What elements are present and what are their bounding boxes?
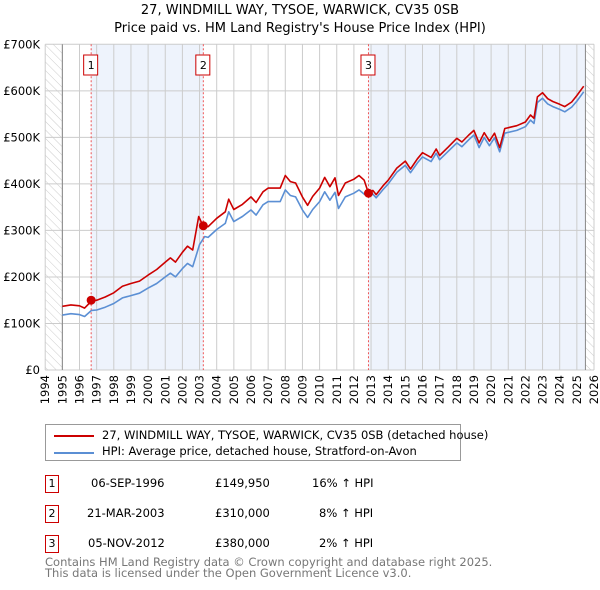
transaction-marker: 2	[45, 505, 59, 523]
legend-property-label: 27, WINDMILL WAY, TYSOE, WARWICK, CV35 0…	[102, 428, 489, 442]
x-tick-label: 2003	[193, 375, 207, 404]
x-tick-label: 2012	[347, 375, 361, 404]
sale-point	[363, 188, 373, 198]
x-tick-label: 2015	[398, 375, 412, 404]
y-tick-label: £600K	[3, 84, 40, 98]
transaction-date: 05-NOV-2012	[88, 536, 165, 550]
x-tick-label: 2009	[295, 375, 309, 404]
x-tick-label: 2022	[518, 375, 532, 404]
x-tick-label: 2026	[587, 375, 600, 404]
x-tick-label: 1998	[107, 375, 121, 404]
chart-title: 27, WINDMILL WAY, TYSOE, WARWICK, CV35 0…	[140, 3, 460, 18]
transaction-marker: 1	[45, 475, 59, 493]
x-tick-label: 2014	[381, 375, 395, 404]
sale-label: 3	[365, 59, 372, 72]
x-tick-label: 2019	[467, 375, 481, 404]
x-tick-label: 1999	[124, 375, 138, 404]
footer-copyright: Contains HM Land Registry data © Crown c…	[45, 555, 493, 569]
x-tick-label: 2006	[244, 375, 258, 404]
shaded-period	[91, 44, 204, 371]
legend-property-swatch	[54, 435, 94, 437]
hatched-no-data-region	[585, 44, 594, 371]
x-tick-label: 2021	[501, 375, 515, 404]
y-tick-label: £500K	[3, 130, 40, 144]
property-price-line	[62, 85, 585, 309]
x-tick-label: 2025	[570, 375, 584, 404]
sale-label-box	[195, 54, 211, 76]
x-tick-label: 2004	[210, 375, 224, 404]
sale-point	[86, 295, 96, 305]
x-tick-label: 2000	[141, 375, 155, 404]
hpi-line	[62, 91, 585, 318]
x-tick-label: 1994	[38, 375, 52, 404]
x-tick-label: 2024	[553, 375, 567, 404]
y-tick-label: £100K	[3, 316, 40, 330]
x-tick-label: 2002	[175, 375, 189, 404]
transaction-date: 06-SEP-1996	[91, 476, 165, 490]
x-tick-label: 1996	[73, 375, 87, 404]
legend-hpi-swatch	[54, 452, 94, 454]
transaction-hpi: 2% ↑ HPI	[319, 536, 374, 550]
transaction-hpi: 16% ↑ HPI	[312, 476, 374, 490]
x-tick-label: 2007	[261, 375, 275, 404]
hatched-no-data-region	[45, 44, 63, 371]
sale-label-box	[360, 54, 376, 76]
x-tick-label: 2001	[158, 375, 172, 404]
y-tick-label: £700K	[3, 37, 40, 51]
x-tick-label: 2016	[416, 375, 430, 404]
transaction-price: £310,000	[215, 506, 270, 520]
sale-label: 1	[88, 59, 95, 72]
x-tick-label: 2010	[313, 375, 327, 404]
sale-label-box	[83, 54, 99, 76]
legend-hpi-label: HPI: Average price, detached house, Stra…	[102, 444, 417, 458]
x-tick-label: 2011	[330, 375, 344, 404]
x-tick-label: 2005	[227, 375, 241, 404]
chart-subtitle: Price paid vs. HM Land Registry's House …	[114, 21, 486, 36]
transaction-hpi: 8% ↑ HPI	[319, 506, 374, 520]
x-tick-label: 2018	[450, 375, 464, 404]
y-tick-label: £300K	[3, 223, 40, 237]
y-tick-label: £0	[25, 363, 40, 377]
transaction-date: 21-MAR-2003	[87, 506, 165, 520]
x-tick-label: 1995	[55, 375, 69, 404]
x-tick-label: 2017	[433, 375, 447, 404]
transaction-price: £380,000	[215, 536, 270, 550]
x-tick-label: 1997	[90, 375, 104, 404]
y-tick-label: £200K	[3, 270, 40, 284]
y-tick-label: £400K	[3, 177, 40, 191]
transaction-price: £149,950	[215, 476, 270, 490]
transaction-marker: 3	[45, 535, 59, 553]
price-chart: 1 2 3 1994 1995 1996 1997 1998 1999 2000 2001 2002 2…	[3, 37, 600, 404]
sale-label: 2	[200, 59, 207, 72]
sale-point	[198, 221, 208, 231]
chart-legend: 27, WINDMILL WAY, TYSOE, WARWICK, CV35 0…	[45, 424, 488, 461]
shaded-period	[368, 44, 586, 371]
x-tick-label: 2023	[536, 375, 550, 404]
x-tick-label: 2008	[278, 375, 292, 404]
x-tick-label: 2020	[484, 375, 498, 404]
x-tick-label: 2013	[364, 375, 378, 404]
footer-licence: This data is licensed under the Open Gov…	[45, 566, 412, 580]
